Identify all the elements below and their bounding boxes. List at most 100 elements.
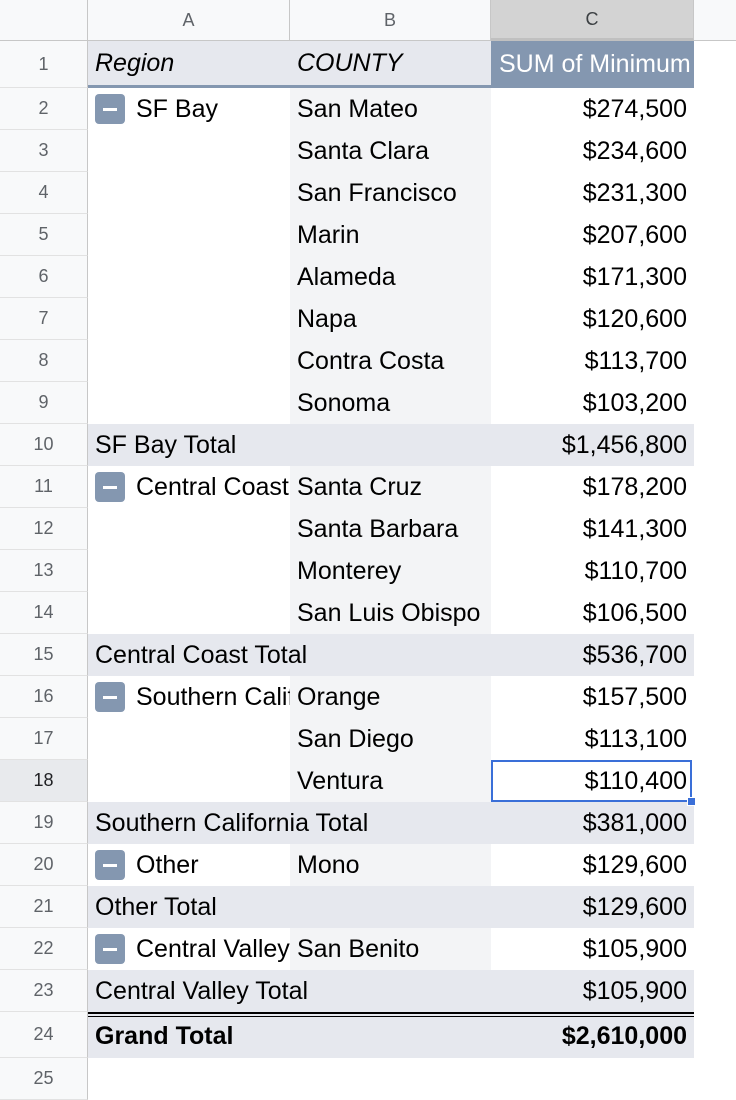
select-all-corner[interactable] <box>0 0 88 41</box>
county-cell[interactable]: Monterey <box>297 556 402 585</box>
pivot-header-region[interactable]: Region <box>88 41 290 88</box>
column-header-a[interactable]: A <box>88 0 290 41</box>
row-header[interactable]: 22 <box>0 928 88 970</box>
region-total-value[interactable]: $1,456,800 <box>561 430 687 459</box>
region-cell[interactable] <box>88 550 290 592</box>
county-cell[interactable]: San Diego <box>297 724 414 753</box>
county-cell[interactable]: Santa Clara <box>297 136 430 165</box>
value-cell[interactable]: $178,200 <box>582 472 687 501</box>
county-cell[interactable]: San Benito <box>297 934 420 963</box>
pivot-header-county[interactable]: COUNTY <box>290 41 491 88</box>
row-header[interactable]: 16 <box>0 676 88 718</box>
row-header[interactable]: 20 <box>0 844 88 886</box>
county-cell[interactable]: Santa Cruz <box>297 472 423 501</box>
row-header[interactable]: 15 <box>0 634 88 676</box>
grand-total-label[interactable]: Grand Total <box>95 1022 234 1050</box>
county-cell[interactable]: San Luis Obispo <box>297 598 481 627</box>
county-cell[interactable]: Alameda <box>297 262 396 291</box>
region-total-label[interactable]: Central Coast Total <box>95 640 308 669</box>
row-header[interactable]: 4 <box>0 172 88 214</box>
row-header[interactable]: 10 <box>0 424 88 466</box>
region-total-value[interactable]: $129,600 <box>582 892 687 921</box>
collapse-minus-icon[interactable] <box>95 850 125 880</box>
region-cell[interactable]: Central Valley <box>88 928 290 970</box>
region-total-value[interactable]: $381,000 <box>582 808 687 837</box>
value-cell[interactable]: $231,300 <box>582 178 687 207</box>
region-total-label[interactable]: Other Total <box>95 892 217 921</box>
value-cell[interactable]: $234,600 <box>582 136 687 165</box>
region-cell[interactable]: Southern California <box>88 676 290 718</box>
fill-handle[interactable] <box>687 797 696 806</box>
region-total-label[interactable]: Southern California Total <box>95 808 369 837</box>
row-header[interactable]: 1 <box>0 41 88 88</box>
row-header[interactable]: 2 <box>0 88 88 130</box>
row-header[interactable]: 19 <box>0 802 88 844</box>
region-cell[interactable] <box>88 508 290 550</box>
value-cell[interactable]: $129,600 <box>582 850 687 879</box>
county-cell[interactable]: Sonoma <box>297 388 391 417</box>
row-header[interactable]: 17 <box>0 718 88 760</box>
value-cell[interactable]: $113,700 <box>584 346 687 375</box>
grand-total-value[interactable]: $2,610,000 <box>561 1022 687 1050</box>
region-cell[interactable] <box>88 256 290 298</box>
county-cell[interactable]: Orange <box>297 682 381 711</box>
row-header[interactable]: 25 <box>0 1058 88 1100</box>
value-cell[interactable]: $274,500 <box>582 94 687 123</box>
value-cell[interactable]: $103,200 <box>582 388 687 417</box>
value-cell[interactable]: $105,900 <box>582 934 687 963</box>
county-cell[interactable]: Mono <box>297 850 360 879</box>
region-cell[interactable]: Other <box>88 844 290 886</box>
collapse-minus-icon[interactable] <box>95 472 125 502</box>
collapse-minus-icon[interactable] <box>95 94 125 124</box>
row-header[interactable]: 23 <box>0 970 88 1012</box>
county-cell[interactable]: Ventura <box>297 766 384 795</box>
region-cell[interactable] <box>88 592 290 634</box>
region-cell[interactable] <box>88 382 290 424</box>
row-header[interactable]: 21 <box>0 886 88 928</box>
value-cell[interactable]: $157,500 <box>582 682 687 711</box>
value-cell[interactable]: $110,400 <box>584 766 687 795</box>
value-cell[interactable]: $113,100 <box>584 724 687 753</box>
value-cell[interactable]: $106,500 <box>582 598 687 627</box>
value-cell[interactable]: $120,600 <box>582 304 687 333</box>
value-cell[interactable]: $171,300 <box>582 262 687 291</box>
county-cell[interactable]: Napa <box>297 304 357 333</box>
region-cell[interactable] <box>88 718 290 760</box>
region-total-value[interactable]: $536,700 <box>582 640 687 669</box>
value-cell[interactable]: $141,300 <box>582 514 687 543</box>
row-header[interactable]: 24 <box>0 1012 88 1058</box>
row-header[interactable]: 7 <box>0 298 88 340</box>
region-cell[interactable] <box>88 172 290 214</box>
region-total-label[interactable]: Central Valley Total <box>95 976 309 1005</box>
column-header-b[interactable]: B <box>290 0 491 41</box>
pivot-header-sum[interactable]: SUM of Minimum <box>491 41 694 88</box>
region-cell[interactable] <box>88 298 290 340</box>
row-header[interactable]: 18 <box>0 760 88 802</box>
region-total-value[interactable]: $105,900 <box>582 976 687 1005</box>
county-cell[interactable]: San Mateo <box>297 94 418 123</box>
row-header[interactable]: 6 <box>0 256 88 298</box>
row-header[interactable]: 11 <box>0 466 88 508</box>
row-header[interactable]: 12 <box>0 508 88 550</box>
collapse-minus-icon[interactable] <box>95 682 125 712</box>
region-cell[interactable]: SF Bay <box>88 88 290 130</box>
row-header[interactable]: 13 <box>0 550 88 592</box>
value-cell[interactable]: $110,700 <box>584 556 687 585</box>
region-cell[interactable] <box>88 760 290 802</box>
row-header[interactable]: 3 <box>0 130 88 172</box>
region-cell[interactable] <box>88 130 290 172</box>
column-header-c[interactable]: C <box>491 0 694 41</box>
region-cell[interactable]: Central Coast <box>88 466 290 508</box>
value-cell[interactable]: $207,600 <box>582 220 687 249</box>
row-header[interactable]: 14 <box>0 592 88 634</box>
row-header[interactable]: 8 <box>0 340 88 382</box>
county-cell[interactable]: Santa Barbara <box>297 514 459 543</box>
county-cell[interactable]: Contra Costa <box>297 346 445 375</box>
column-header-blank[interactable] <box>694 0 736 41</box>
row-header[interactable]: 9 <box>0 382 88 424</box>
region-cell[interactable] <box>88 214 290 256</box>
region-total-label[interactable]: SF Bay Total <box>95 430 237 459</box>
county-cell[interactable]: Marin <box>297 220 360 249</box>
county-cell[interactable]: San Francisco <box>297 178 457 207</box>
collapse-minus-icon[interactable] <box>95 934 125 964</box>
